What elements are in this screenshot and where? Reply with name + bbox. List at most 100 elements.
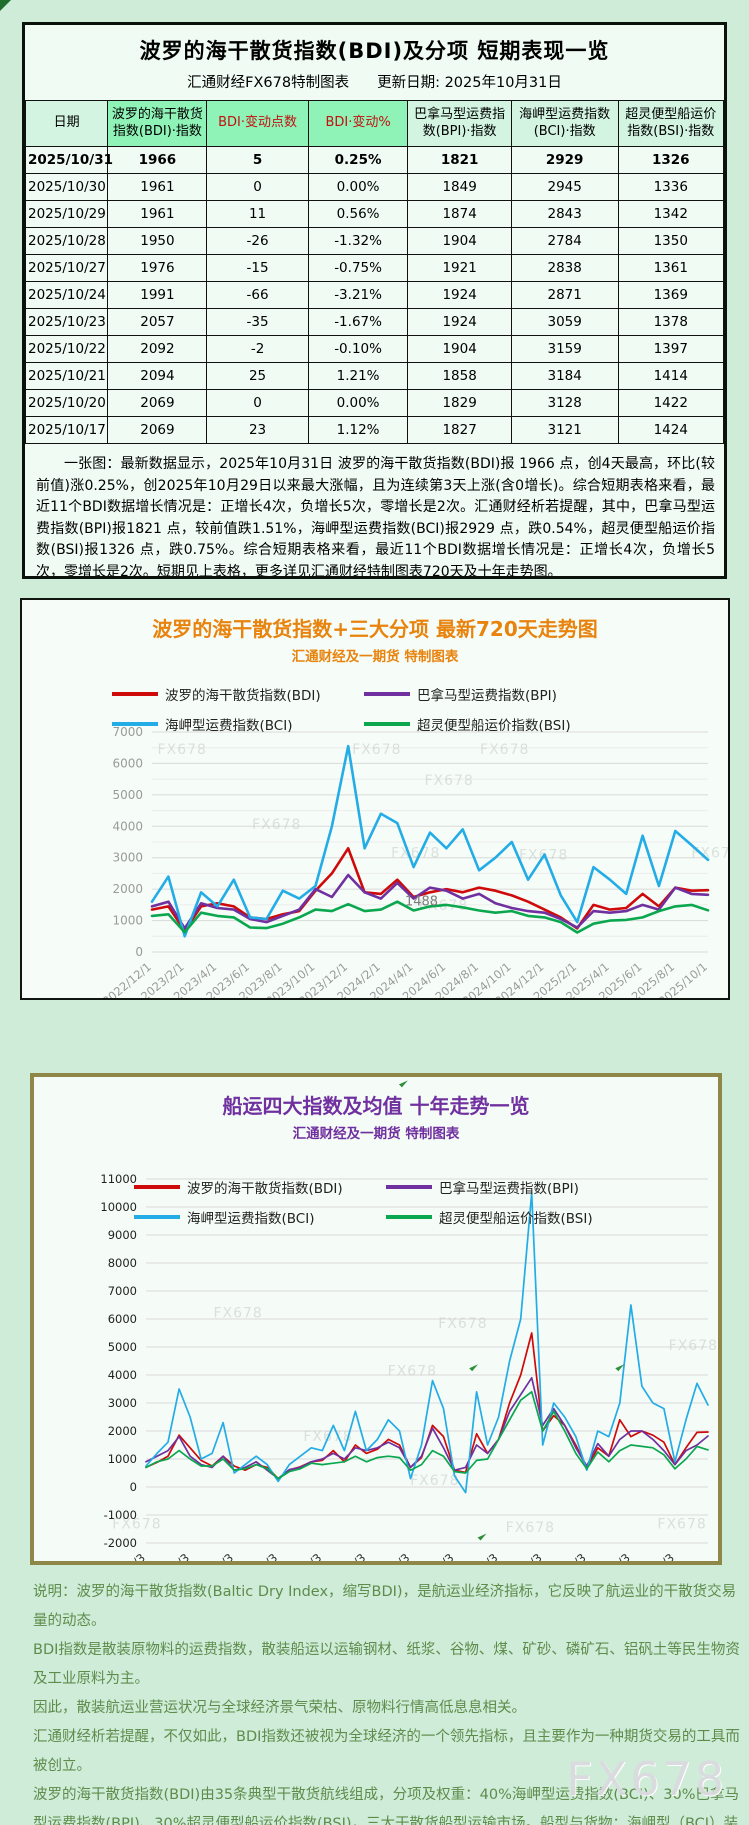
table-row: 2025/10/21 2094 25 1.21% 1858 3184 1414 (25, 362, 724, 390)
table-row: 2025/10/22 2092 -2 -0.10% 1904 3159 1397 (25, 335, 724, 363)
table-cell: 1961 (107, 200, 208, 228)
table-row: 2025/10/20 2069 0 0.00% 1829 3128 1422 (25, 389, 724, 417)
table-cell: 1.21% (307, 362, 409, 390)
table-cell: 0.00% (307, 173, 409, 201)
column-header: BDI·变动% (307, 100, 409, 147)
legend-item: 超灵便型船运价指数(BSI) (386, 1207, 638, 1227)
svg-text:1000: 1000 (108, 1452, 137, 1466)
chart-10y-panel: 船运四大指数及均值 十年走势一览 汇通财经及一期货 特制图表 波罗的海干散货指数… (30, 1073, 722, 1565)
svg-text:0: 0 (130, 1480, 137, 1494)
table-row: 2025/10/17 2069 23 1.12% 1827 3121 1424 (25, 416, 724, 444)
svg-text:3000: 3000 (108, 1396, 137, 1410)
chart-10y-legend: 波罗的海干散货指数(BDI) 巴拿马型运费指数(BPI) 海岬型运费指数(BCI) 超… (134, 1177, 638, 1227)
svg-text:2016/1/3: 2016/1/3 (232, 1551, 281, 1561)
svg-text:2023/1/3: 2023/1/3 (540, 1551, 589, 1561)
chart-watermark: FX678 (388, 1364, 437, 1380)
svg-text:2000: 2000 (108, 1424, 137, 1438)
table-cell: 0.00% (307, 389, 409, 417)
svg-text:5000: 5000 (112, 788, 143, 802)
svg-text:4000: 4000 (112, 819, 143, 833)
table-cell: 25 (206, 362, 309, 390)
green-arrow-mark (615, 1364, 625, 1372)
legend-label: 波罗的海干散货指数(BDI) (187, 1181, 343, 1197)
series-line (145, 1192, 709, 1494)
table-cell: 1921 (407, 254, 512, 282)
table-cell: 2092 (107, 335, 208, 363)
svg-text:8000: 8000 (108, 1256, 137, 1270)
svg-text:11000: 11000 (100, 1172, 137, 1186)
chart-watermark: FX678 (438, 1316, 487, 1332)
corner-artifact-mark (0, 0, 11, 11)
series-line (145, 1390, 709, 1480)
table-row: 2025/10/30 1961 0 0.00% 1849 2945 1336 (25, 173, 724, 201)
svg-text:10000: 10000 (100, 1200, 137, 1214)
chart-720d-legend: 波罗的海干散货指数(BDI) 巴拿马型运费指数(BPI) 海岬型运费指数(BCI) 超… (112, 684, 616, 734)
table-cell: 2057 (107, 308, 208, 336)
table-cell: 1874 (407, 200, 512, 228)
table-cell: 2929 (510, 146, 619, 174)
table-row: 2025/10/31 1966 5 0.25% 1821 2929 1326 (25, 146, 724, 174)
table-cell: 2069 (107, 389, 208, 417)
svg-text:-1000: -1000 (104, 1508, 137, 1522)
column-header: 超灵便型船运价指数(BSI)·指数 (617, 100, 724, 147)
description-paragraph: BDI指数是散装原物料的运费指数，散装船运以运输钢材、纸浆、谷物、煤、矿砂、磷矿… (33, 1642, 740, 1687)
column-header: 海岬型运费指数(BCI)·指数 (510, 100, 619, 147)
data-label: 1488 (405, 894, 438, 909)
table-cell: -35 (206, 308, 309, 336)
legend-label: 巴拿马型运费指数(BPI) (439, 1181, 579, 1197)
table-cell: 1858 (407, 362, 512, 390)
svg-text:2013/1/3: 2013/1/3 (99, 1551, 148, 1561)
chart-watermark: FX678 (410, 1473, 459, 1489)
table-cell: 0 (206, 173, 309, 201)
table-cell: 1950 (107, 227, 208, 255)
chart-watermark: FX678 (352, 742, 401, 758)
table-cell: -2 (206, 335, 309, 363)
table-cell: 1342 (617, 200, 724, 228)
table-cell: 1966 (107, 146, 208, 174)
table-cell: 1336 (617, 173, 724, 201)
svg-text:4000: 4000 (108, 1368, 137, 1382)
chart-720d-subtitle: 汇通财经及一期货 特制图表 (291, 649, 459, 665)
legend-item: 波罗的海干散货指数(BDI) (112, 684, 364, 704)
table-cell: 3159 (510, 335, 619, 363)
chart-watermark: FX678 (112, 1516, 161, 1532)
table-cell: 2784 (510, 227, 619, 255)
chart-watermark: FX678 (391, 845, 440, 861)
table-cell: 2025/10/28 (25, 227, 109, 255)
svg-text:2022/1/3: 2022/1/3 (496, 1551, 545, 1561)
table-cell: -3.21% (307, 281, 409, 309)
column-header: BDI·变动点数 (206, 100, 309, 147)
table-cell: -26 (206, 227, 309, 255)
legend-label: 巴拿马型运费指数(BPI) (417, 688, 557, 704)
table-cell: 2025/10/23 (25, 308, 109, 336)
table-cell: 2025/10/30 (25, 173, 109, 201)
table-cell: 1326 (617, 146, 724, 174)
table-cell: 2843 (510, 200, 619, 228)
svg-text:2014/1/3: 2014/1/3 (143, 1551, 192, 1561)
table-commentary: 一张图：最新数据显示，2025年10月31日 波罗的海干散货指数(BDI)报 1… (36, 456, 715, 579)
description-paragraph: 说明：波罗的海干散货指数(Baltic Dry Index，缩写BDI)，是航运… (33, 1584, 737, 1629)
legend-label: 超灵便型船运价指数(BSI) (439, 1211, 593, 1227)
series-line (150, 744, 710, 938)
table-cell: 1821 (407, 146, 512, 174)
table-cell: 2025/10/17 (25, 416, 109, 444)
table-cell: 1924 (407, 308, 512, 336)
legend-label: 海岬型运费指数(BCI) (187, 1211, 315, 1227)
chart-10y-subtitle: 汇通财经及一期货 特制图表 (292, 1126, 460, 1142)
svg-text:2015/1/3: 2015/1/3 (188, 1551, 237, 1561)
table-cell: 11 (206, 200, 309, 228)
table-cell: 2069 (107, 416, 208, 444)
table-cell: -1.32% (307, 227, 409, 255)
chart-watermark: FX678 (691, 845, 728, 861)
series-line (150, 847, 710, 932)
table-cell: 2838 (510, 254, 619, 282)
bdi-short-term-panel: 波罗的海干散货指数(BDI)及分项 短期表现一览 汇通财经FX678特制图表 更新… (22, 22, 727, 579)
column-header: 波罗的海干散货指数(BDI)·指数 (107, 100, 208, 147)
table-cell: 1849 (407, 173, 512, 201)
table-title: 波罗的海干散货指数(BDI)及分项 短期表现一览 (139, 39, 610, 63)
bdi-description: 说明：波罗的海干散货指数(Baltic Dry Index，缩写BDI)，是航运… (33, 1578, 747, 1825)
table-cell: 2025/10/20 (25, 389, 109, 417)
chart-watermark: FX678 (657, 1516, 706, 1532)
table-cell: 1.12% (307, 416, 409, 444)
